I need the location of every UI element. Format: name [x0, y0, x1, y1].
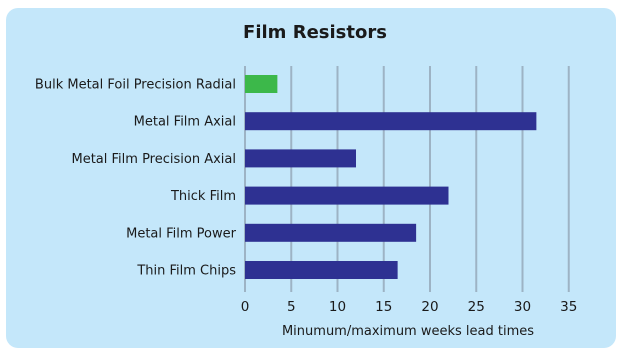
x-tick-label-30: 30 [514, 299, 531, 315]
x-tick-label-25: 25 [468, 299, 485, 315]
x-tick-label-0: 0 [241, 299, 250, 315]
x-tick-label-10: 10 [329, 299, 346, 315]
x-tick-label-15: 15 [375, 299, 392, 315]
x-tick-label-20: 20 [421, 299, 438, 315]
bar-4 [245, 223, 417, 242]
bar-3 [245, 186, 449, 205]
bar-2 [245, 149, 356, 168]
bar-1 [245, 112, 537, 131]
category-labels: Bulk Metal Foil Precision Radial Metal Fi… [35, 78, 237, 279]
chart-title: Film Resistors [243, 22, 387, 43]
x-axis-label: Minumum/maximum weeks lead times [282, 324, 534, 339]
category-label-2: Metal Film Precision Axial [72, 152, 237, 167]
chart-card [6, 8, 616, 348]
category-label-4: Metal Film Power [126, 226, 237, 241]
category-label-1: Metal Film Axial [134, 115, 236, 130]
category-label-3: Thick Film [170, 189, 236, 204]
category-label-0: Bulk Metal Foil Precision Radial [35, 78, 236, 93]
bars [245, 75, 537, 279]
bar-5 [245, 261, 398, 279]
category-label-5: Thin Film Chips [136, 264, 236, 279]
x-tick-label-5: 5 [287, 299, 296, 315]
bar-0 [245, 75, 278, 93]
grid-lines [244, 66, 570, 292]
x-tick-labels: 0 5 10 15 20 25 30 35 [241, 299, 578, 315]
x-tick-label-35: 35 [560, 299, 577, 315]
